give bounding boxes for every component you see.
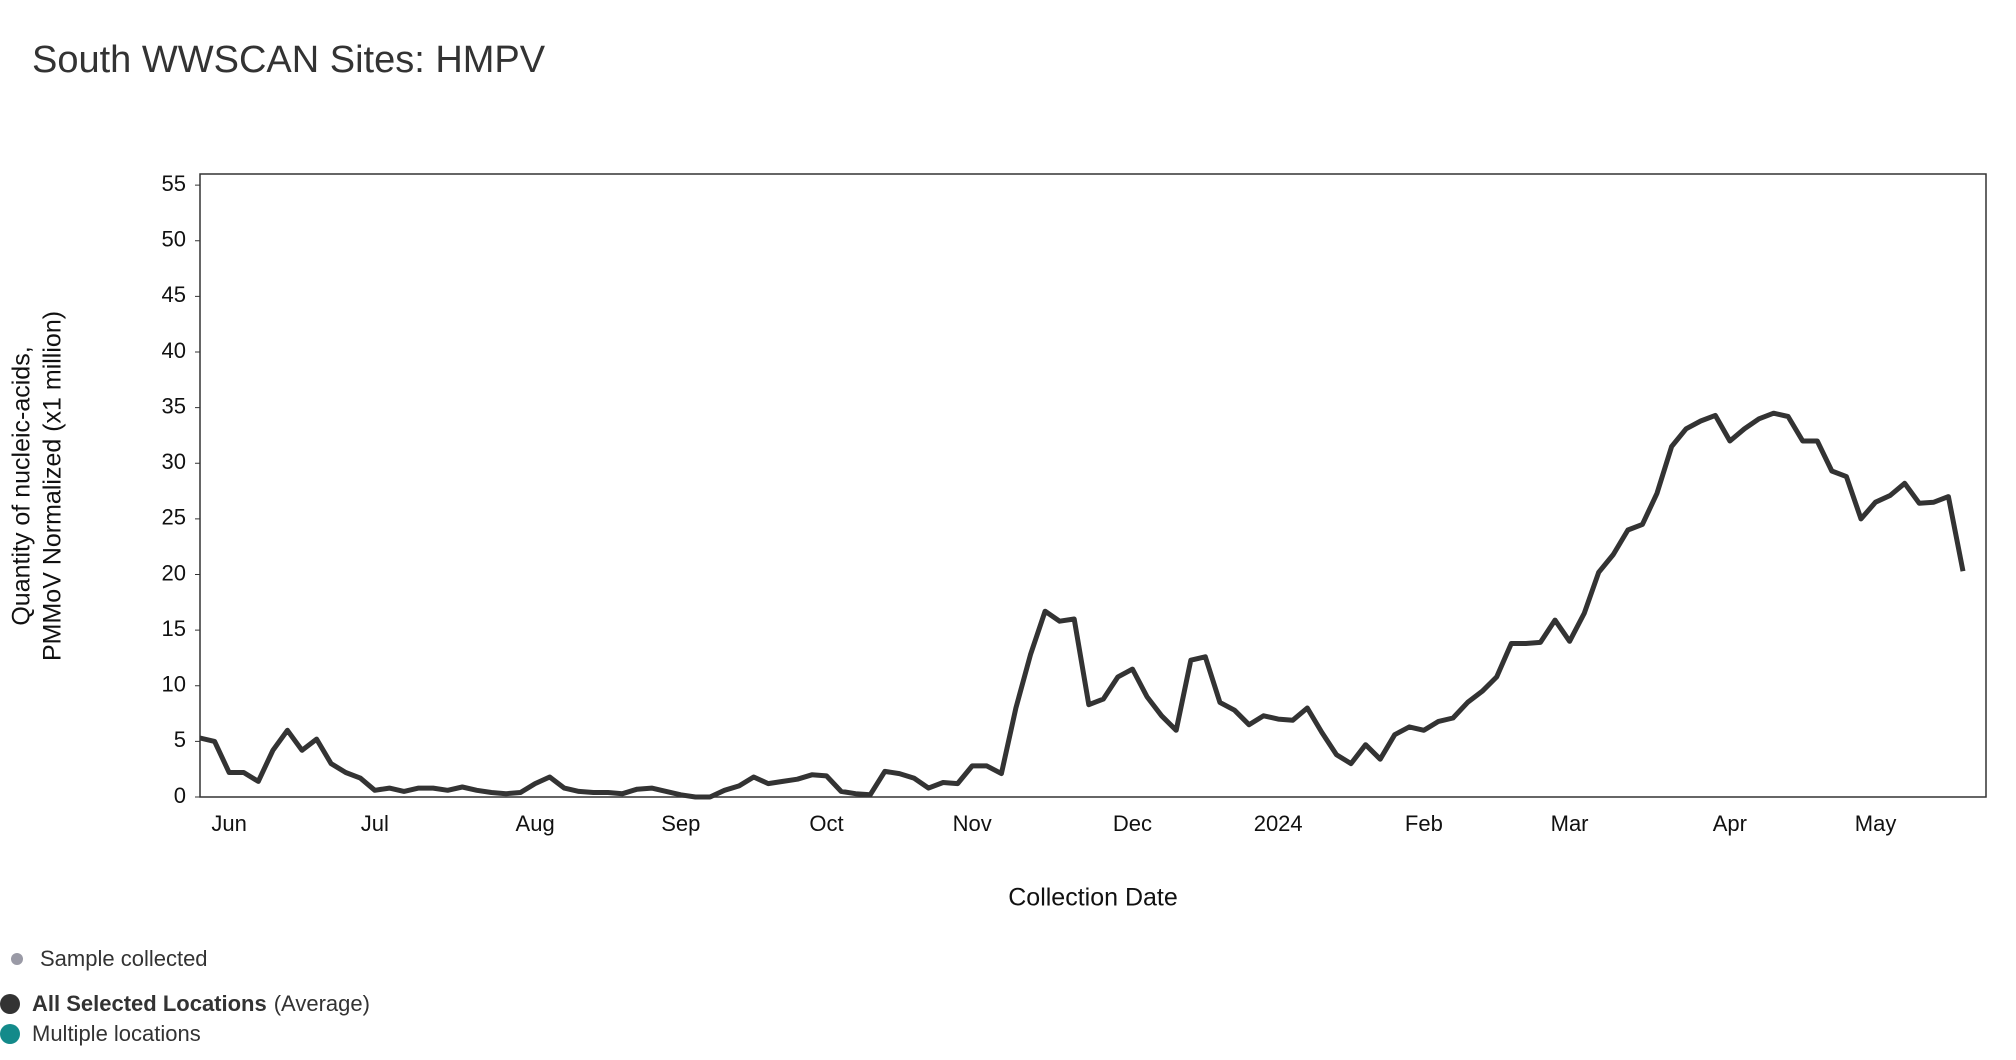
plot-frame bbox=[199, 173, 1987, 798]
x-tick-label: Jun bbox=[211, 811, 246, 836]
legend-series-suffix: (Average) bbox=[274, 991, 370, 1016]
x-tick-label: Dec bbox=[1113, 811, 1152, 836]
legend-marker bbox=[0, 994, 20, 1014]
y-tick-label: 55 bbox=[162, 171, 186, 196]
chart-title: South WWSCAN Sites: HMPV bbox=[32, 39, 546, 81]
y-tick-label: 5 bbox=[174, 727, 186, 752]
y-tick-label: 50 bbox=[162, 227, 186, 252]
y-tick-label: 25 bbox=[162, 505, 186, 530]
legend-label: Sample collected bbox=[40, 946, 208, 971]
legend-marker bbox=[0, 1024, 20, 1044]
legend-series-name: All Selected Locations bbox=[32, 991, 267, 1016]
data-line bbox=[199, 410, 1966, 800]
y-axis-label: Quantity of nucleic-acids, bbox=[8, 346, 36, 625]
x-tick-label: Mar bbox=[1551, 811, 1589, 836]
y-tick-label: 20 bbox=[162, 560, 186, 585]
x-tick-label: Oct bbox=[809, 811, 843, 836]
x-tick-label: Jul bbox=[361, 811, 389, 836]
x-tick-label: May bbox=[1855, 811, 1897, 836]
x-tick-label: Aug bbox=[516, 811, 555, 836]
y-axis-label: PMMoV Normalized (x1 million) bbox=[39, 311, 67, 661]
y-tick-label: 45 bbox=[162, 282, 186, 307]
x-tick-label: Nov bbox=[953, 811, 992, 836]
y-tick-label: 30 bbox=[162, 449, 186, 474]
y-tick-label: 40 bbox=[162, 338, 186, 363]
x-tick-label: Sep bbox=[661, 811, 700, 836]
legend-marker bbox=[11, 953, 23, 965]
x-axis-label: Collection Date bbox=[1008, 884, 1178, 912]
x-tick-label: Feb bbox=[1405, 811, 1443, 836]
legend-label: All Selected Locations (Average) bbox=[32, 991, 370, 1016]
legend-label: Multiple locations bbox=[32, 1021, 201, 1046]
x-tick-label: 2024 bbox=[1254, 811, 1303, 836]
y-tick-label: 0 bbox=[174, 783, 186, 808]
y-tick-label: 15 bbox=[162, 616, 186, 641]
y-tick-label: 35 bbox=[162, 393, 186, 418]
y-tick-label: 10 bbox=[162, 672, 186, 697]
x-tick-label: Apr bbox=[1713, 811, 1747, 836]
